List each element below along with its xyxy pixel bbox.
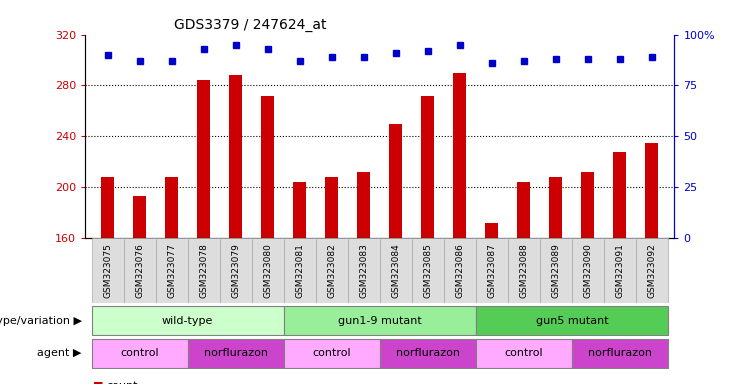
Bar — [124, 238, 156, 303]
Bar — [582, 172, 594, 238]
Bar — [508, 238, 540, 303]
Bar — [485, 223, 498, 238]
Text: GSM323088: GSM323088 — [519, 243, 528, 298]
Bar — [422, 96, 434, 238]
Bar — [325, 177, 338, 238]
Bar — [133, 196, 146, 238]
Bar — [476, 339, 572, 368]
Text: GSM323085: GSM323085 — [423, 243, 432, 298]
Text: wild-type: wild-type — [162, 316, 213, 326]
Bar — [348, 238, 380, 303]
Bar — [636, 238, 668, 303]
Bar — [476, 238, 508, 303]
Bar — [165, 177, 178, 238]
Text: GSM323090: GSM323090 — [583, 243, 592, 298]
Bar — [614, 152, 626, 238]
Bar — [412, 238, 444, 303]
Bar — [252, 238, 284, 303]
Bar — [357, 172, 370, 238]
Text: GDS3379 / 247624_at: GDS3379 / 247624_at — [173, 18, 326, 32]
Bar — [229, 75, 242, 238]
Text: norflurazon: norflurazon — [396, 348, 459, 358]
Text: GSM323087: GSM323087 — [488, 243, 496, 298]
Bar — [92, 339, 187, 368]
Text: GSM323082: GSM323082 — [328, 243, 336, 298]
Text: GSM323092: GSM323092 — [648, 243, 657, 298]
Bar — [219, 238, 252, 303]
Text: gun1-9 mutant: gun1-9 mutant — [338, 316, 422, 326]
Bar — [389, 124, 402, 238]
Bar — [316, 238, 348, 303]
Text: agent ▶: agent ▶ — [37, 348, 82, 358]
Text: GSM323084: GSM323084 — [391, 243, 400, 298]
Bar — [572, 339, 668, 368]
Bar — [284, 306, 476, 335]
Text: control: control — [120, 348, 159, 358]
Bar — [549, 177, 562, 238]
Text: GSM323086: GSM323086 — [455, 243, 465, 298]
Bar — [444, 238, 476, 303]
Bar — [540, 238, 572, 303]
Text: control: control — [505, 348, 543, 358]
Bar — [572, 238, 604, 303]
Text: control: control — [313, 348, 351, 358]
Text: GSM323081: GSM323081 — [295, 243, 305, 298]
Bar — [380, 238, 412, 303]
Text: ■: ■ — [93, 381, 107, 384]
Bar — [476, 306, 668, 335]
Text: GSM323076: GSM323076 — [135, 243, 144, 298]
Bar — [453, 73, 466, 238]
Text: GSM323080: GSM323080 — [263, 243, 272, 298]
Bar — [92, 306, 284, 335]
Text: gun5 mutant: gun5 mutant — [536, 316, 608, 326]
Text: GSM323078: GSM323078 — [199, 243, 208, 298]
Text: GSM323083: GSM323083 — [359, 243, 368, 298]
Bar — [187, 238, 219, 303]
Bar — [187, 339, 284, 368]
Text: GSM323075: GSM323075 — [103, 243, 112, 298]
Text: genotype/variation ▶: genotype/variation ▶ — [0, 316, 82, 326]
Bar — [645, 143, 658, 238]
Bar — [284, 238, 316, 303]
Bar — [293, 182, 306, 238]
Text: norflurazon: norflurazon — [204, 348, 268, 358]
Text: GSM323077: GSM323077 — [167, 243, 176, 298]
Bar — [380, 339, 476, 368]
Bar — [262, 96, 274, 238]
Bar — [517, 182, 531, 238]
Bar — [197, 80, 210, 238]
Text: GSM323091: GSM323091 — [615, 243, 625, 298]
Text: norflurazon: norflurazon — [588, 348, 652, 358]
Bar — [284, 339, 380, 368]
Bar — [102, 177, 114, 238]
Text: GSM323089: GSM323089 — [551, 243, 560, 298]
Text: count: count — [106, 381, 138, 384]
Text: GSM323079: GSM323079 — [231, 243, 240, 298]
Bar — [156, 238, 187, 303]
Bar — [92, 238, 124, 303]
Bar — [604, 238, 636, 303]
